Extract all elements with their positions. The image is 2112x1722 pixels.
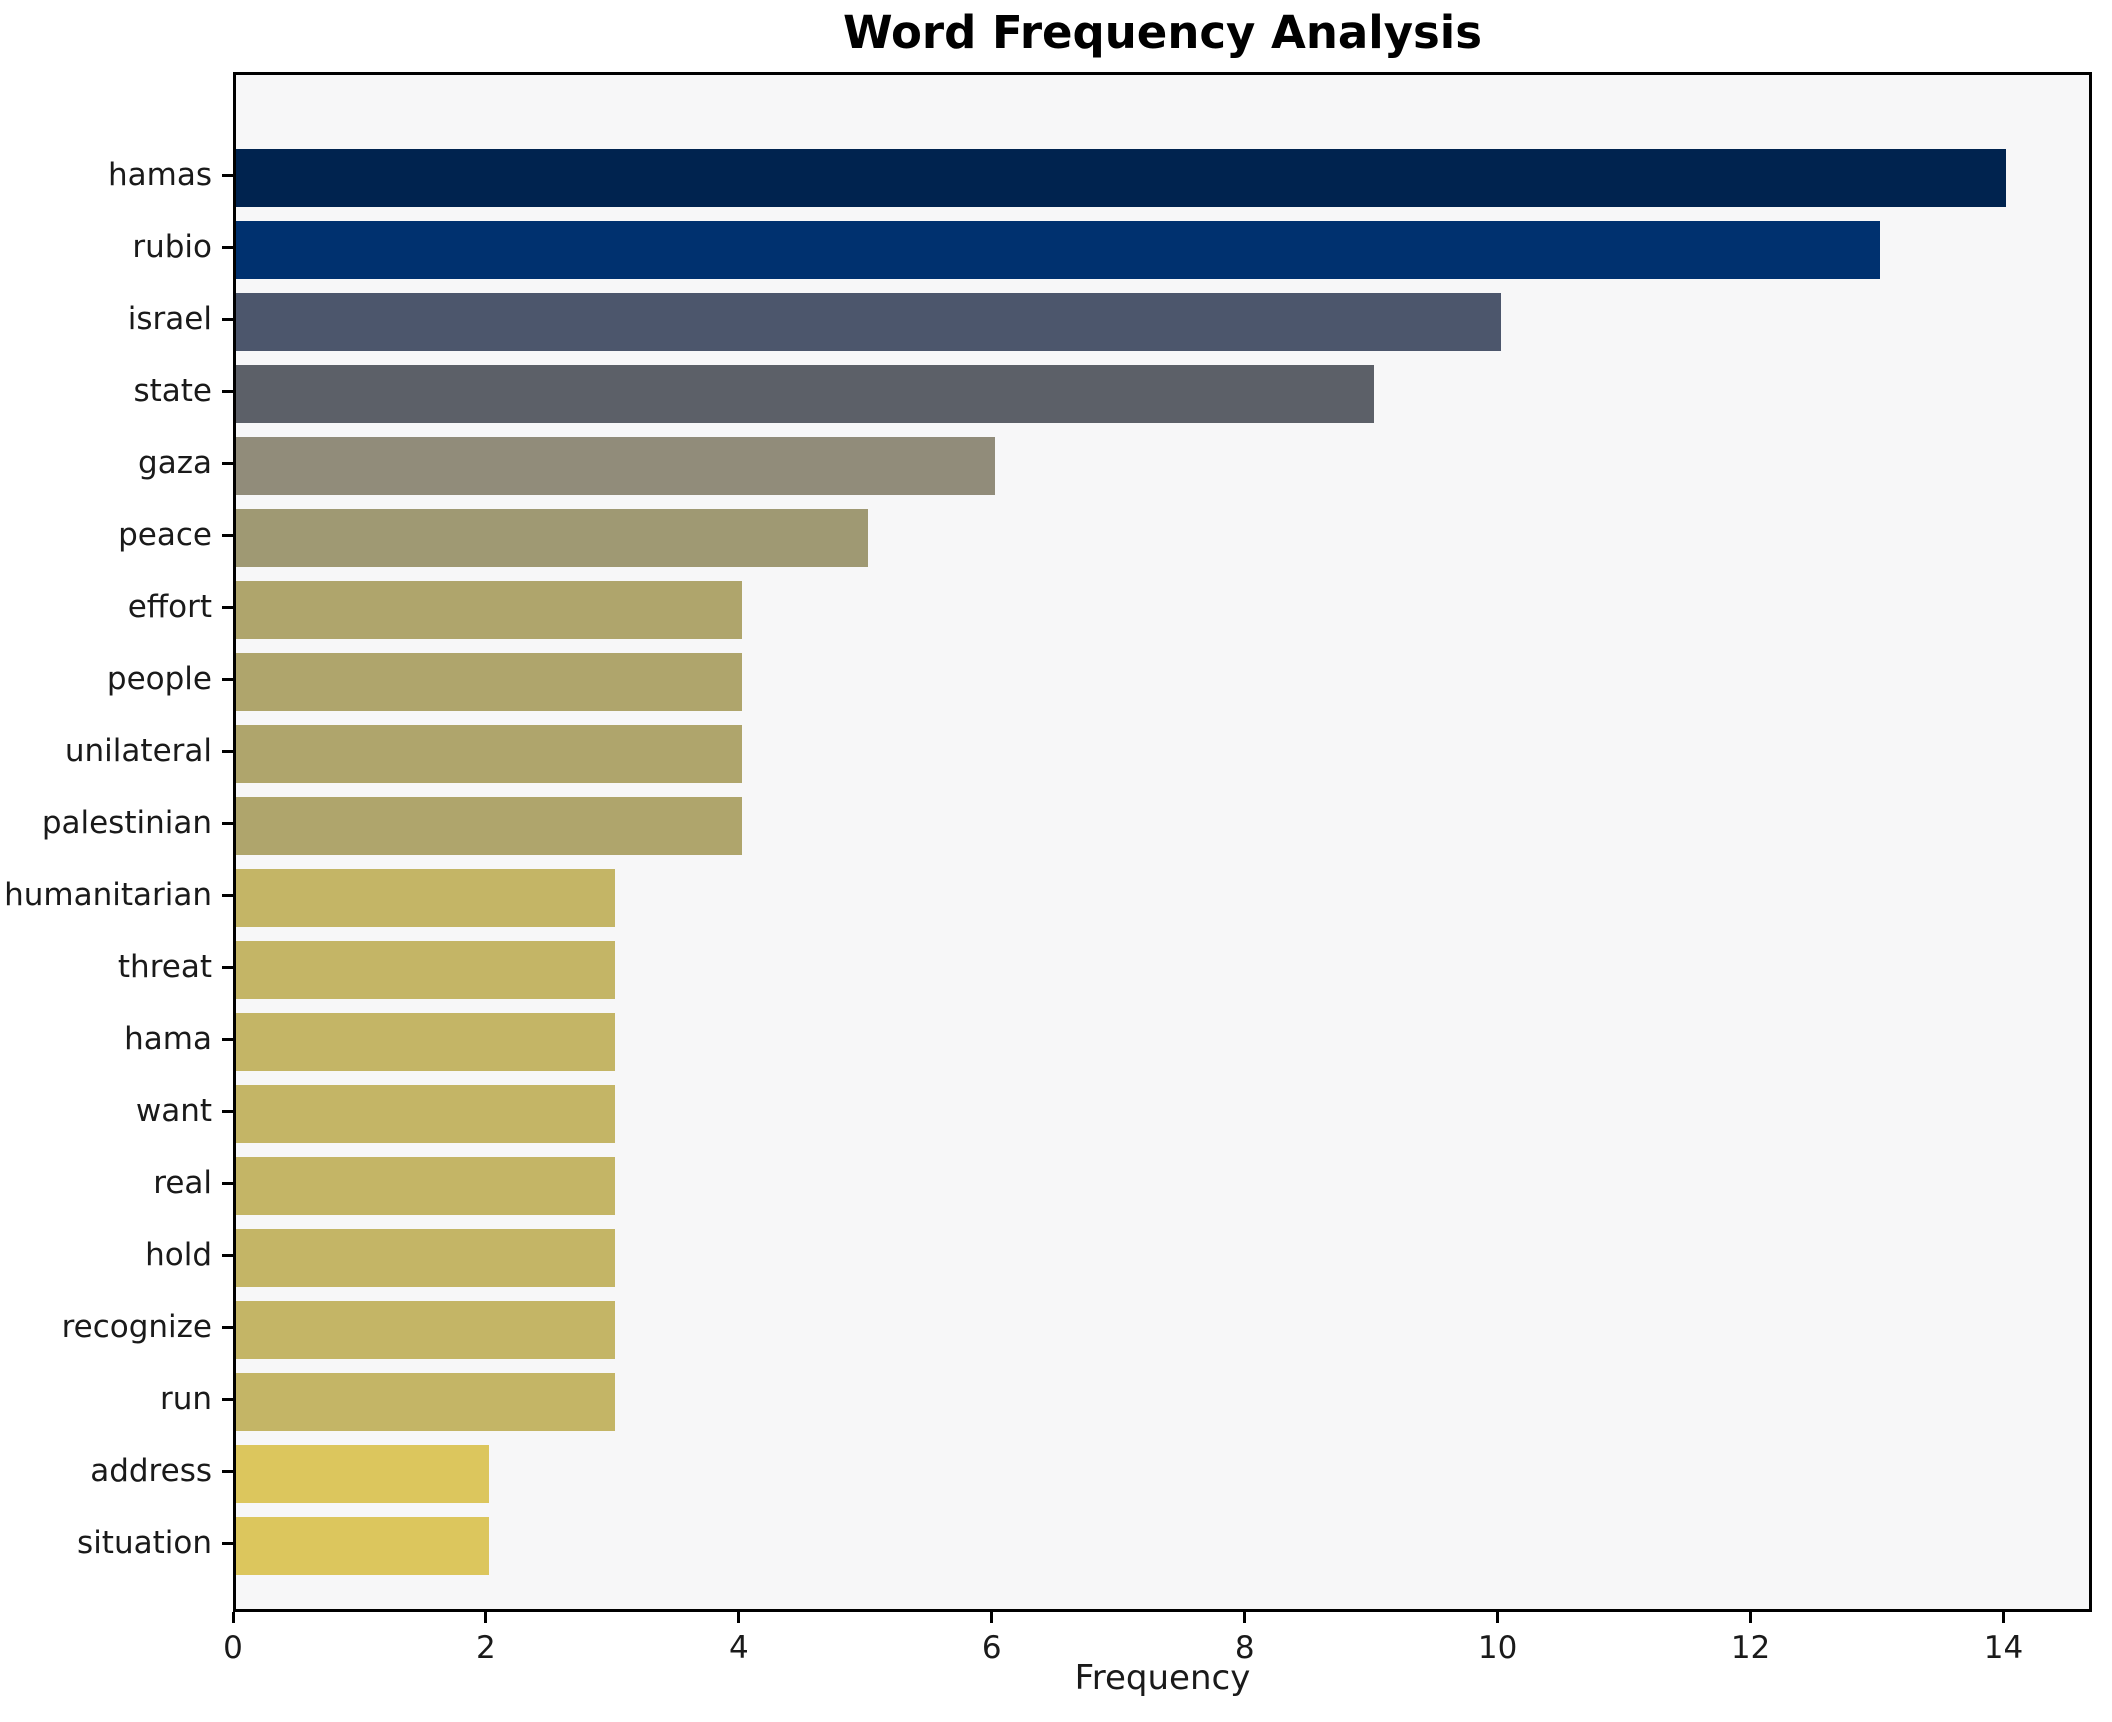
plot-area xyxy=(233,72,2092,1612)
y-tick-label: run xyxy=(159,1381,212,1417)
bar-peace xyxy=(236,509,868,567)
y-tick-mark xyxy=(222,461,233,465)
y-tick-mark xyxy=(222,1181,233,1185)
x-tick-mark xyxy=(484,1612,488,1623)
bar-recognize xyxy=(236,1301,615,1359)
x-tick-label: 14 xyxy=(1983,1630,2024,1666)
y-tick-mark xyxy=(222,533,233,537)
bar-israel xyxy=(236,293,1501,351)
y-tick-label: state xyxy=(133,373,212,409)
bar-hamas xyxy=(236,149,2006,207)
x-tick-label: 10 xyxy=(1477,1630,1518,1666)
y-tick-mark xyxy=(222,965,233,969)
x-tick-mark xyxy=(2001,1612,2005,1623)
bar-address xyxy=(236,1445,489,1503)
y-tick-label: humanitarian xyxy=(4,877,212,913)
x-tick-mark xyxy=(1243,1612,1247,1623)
y-tick-label: threat xyxy=(117,949,212,985)
x-tick-mark xyxy=(1749,1612,1753,1623)
y-tick-mark xyxy=(222,245,233,249)
y-tick-label: hamas xyxy=(108,157,212,193)
y-tick-mark xyxy=(222,1037,233,1041)
y-tick-label: want xyxy=(135,1093,212,1129)
y-tick-mark xyxy=(222,749,233,753)
x-tick-label: 4 xyxy=(728,1630,749,1666)
y-tick-mark xyxy=(222,173,233,177)
x-tick-mark xyxy=(737,1612,741,1623)
x-tick-mark xyxy=(990,1612,994,1623)
x-tick-label: 8 xyxy=(1234,1630,1255,1666)
y-tick-mark xyxy=(222,605,233,609)
bar-run xyxy=(236,1373,615,1431)
y-tick-label: people xyxy=(106,661,212,697)
y-tick-label: situation xyxy=(77,1525,212,1561)
bar-unilateral xyxy=(236,725,742,783)
y-tick-mark xyxy=(222,1541,233,1545)
y-tick-label: address xyxy=(90,1453,212,1489)
bar-effort xyxy=(236,581,742,639)
x-tick-label: 2 xyxy=(476,1630,496,1666)
x-tick-label: 6 xyxy=(981,1630,1002,1666)
y-tick-mark xyxy=(222,1397,233,1401)
bar-gaza xyxy=(236,437,995,495)
x-tick-label: 0 xyxy=(223,1630,243,1666)
y-tick-mark xyxy=(222,893,233,897)
y-tick-mark xyxy=(222,1469,233,1473)
bar-hama xyxy=(236,1013,615,1071)
y-tick-label: israel xyxy=(127,301,212,337)
bar-people xyxy=(236,653,742,711)
y-tick-mark xyxy=(222,1253,233,1257)
y-tick-label: rubio xyxy=(132,229,212,265)
x-tick-mark xyxy=(231,1612,235,1623)
bar-hold xyxy=(236,1229,615,1287)
bar-rubio xyxy=(236,221,1880,279)
bar-threat xyxy=(236,941,615,999)
x-tick-label: 12 xyxy=(1730,1630,1771,1666)
y-tick-label: hold xyxy=(145,1237,212,1273)
y-tick-mark xyxy=(222,389,233,393)
y-tick-label: peace xyxy=(118,517,212,553)
y-tick-label: effort xyxy=(127,589,212,625)
y-tick-mark xyxy=(222,1109,233,1113)
chart-title: Word Frequency Analysis xyxy=(842,6,1483,59)
y-tick-label: real xyxy=(153,1165,212,1201)
bar-state xyxy=(236,365,1374,423)
x-tick-mark xyxy=(1496,1612,1500,1623)
y-tick-mark xyxy=(222,677,233,681)
y-tick-label: hama xyxy=(124,1021,212,1057)
bar-want xyxy=(236,1085,615,1143)
y-tick-mark xyxy=(222,1325,233,1329)
bar-palestinian xyxy=(236,797,742,855)
y-tick-mark xyxy=(222,821,233,825)
y-tick-label: recognize xyxy=(61,1309,212,1345)
y-tick-label: gaza xyxy=(138,445,212,481)
bar-humanitarian xyxy=(236,869,615,927)
y-tick-mark xyxy=(222,317,233,321)
bar-real xyxy=(236,1157,615,1215)
y-tick-label: unilateral xyxy=(64,733,212,769)
bar-situation xyxy=(236,1517,489,1575)
x-axis-label: Frequency xyxy=(1074,1658,1251,1698)
y-tick-label: palestinian xyxy=(41,805,212,841)
